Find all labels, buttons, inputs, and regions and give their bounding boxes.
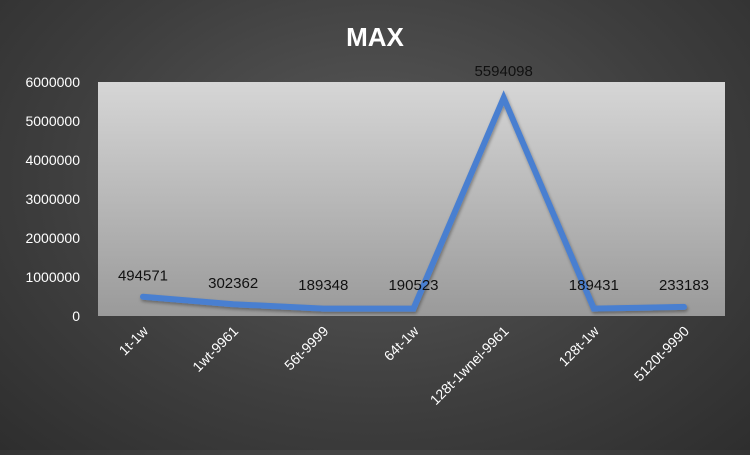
x-tick-label: 64t-1w [381,322,423,364]
data-label: 494571 [118,268,168,285]
data-label: 233183 [659,277,709,294]
x-tick-label: 128t-1wnei-9961 [427,323,512,408]
data-labels: 494571 302362 189348 190523 5594098 189431 233… [118,63,709,294]
x-tick-label: 1wt-9961 [189,323,241,375]
x-tick-label: 1t-1w [116,322,152,358]
y-tick-label: 2000000 [25,230,80,246]
y-tick-label: 4000000 [25,152,80,168]
data-label: 302362 [208,275,258,292]
y-tick-label: 5000000 [25,113,80,129]
y-tick-label: 0 [72,308,80,324]
x-tick-label: 56t-9999 [281,323,332,374]
series-layer [140,90,687,312]
data-label: 189431 [569,277,619,294]
y-axis: 0 1000000 2000000 3000000 4000000 5000000 6000… [25,74,80,324]
y-tick-label: 1000000 [25,269,80,285]
x-tick-label: 128t-1w [555,322,602,369]
data-label: 190523 [388,277,438,294]
y-tick-label: 3000000 [25,191,80,207]
y-tick-label: 6000000 [25,74,80,90]
data-label: 189348 [298,277,348,294]
series-line [140,90,687,312]
x-axis: 1t-1w 1wt-9961 56t-9999 64t-1w 128t-1wnei-99… [116,322,693,408]
x-tick-label: 5120t-9990 [631,323,693,385]
chart-title: MAX [346,22,404,52]
plot-area [98,82,725,316]
data-label: 5594098 [474,63,532,80]
